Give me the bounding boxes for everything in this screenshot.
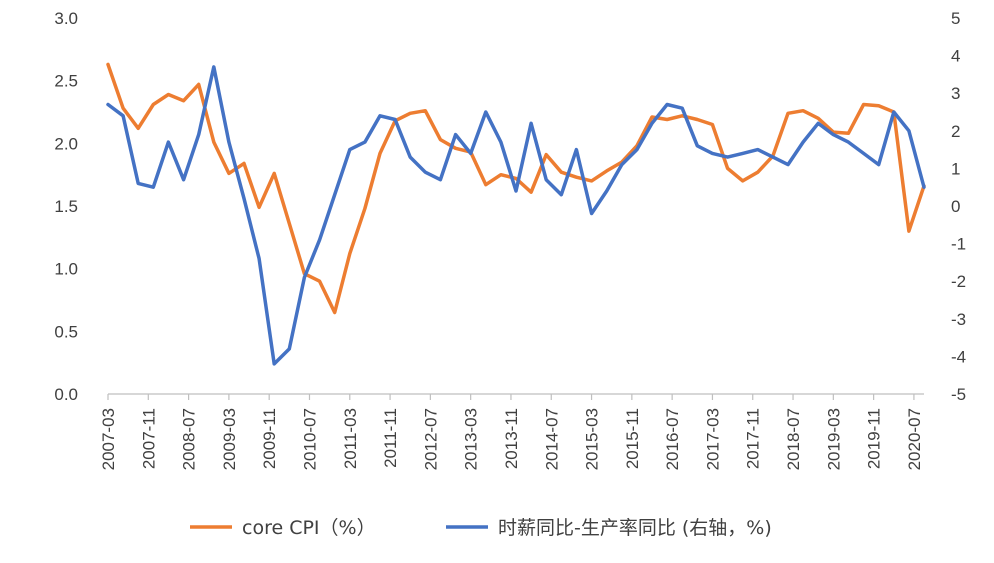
x-tick-label: 2014-07 — [542, 408, 561, 470]
right-y-tick-label: -2 — [951, 272, 966, 291]
x-tick-label: 2007-03 — [99, 408, 118, 470]
series-line-core-cpi — [106, 62, 926, 315]
x-tick-label: 2016-07 — [663, 408, 682, 470]
x-tick-label: 2013-03 — [462, 408, 481, 470]
x-tick-label: 2015-03 — [583, 408, 602, 470]
x-tick-label: 2017-03 — [703, 408, 722, 470]
x-tick-label: 2008-07 — [180, 408, 199, 470]
left-y-tick-label: 0.5 — [54, 322, 78, 341]
x-tick-label: 2013-11 — [502, 408, 521, 469]
x-tick-label: 2017-11 — [744, 408, 763, 469]
x-tick-label: 2007-11 — [139, 408, 158, 469]
right-y-tick-label: 2 — [951, 122, 960, 141]
right-y-tick-label: -5 — [951, 385, 966, 404]
x-tick-label: 2019-03 — [824, 408, 843, 470]
x-tick-label: 2011-03 — [341, 408, 360, 469]
right-y-tick-label: 1 — [951, 159, 960, 178]
right-y-tick-label: -3 — [951, 310, 966, 329]
left-y-tick-label: 3.0 — [54, 9, 78, 28]
x-tick-label: 2019-11 — [865, 408, 884, 469]
legend-label-core-cpi: core CPI（%） — [242, 517, 376, 539]
series-lines — [106, 62, 926, 366]
left-y-tick-label: 1.0 — [54, 260, 78, 279]
right-y-tick-label: -4 — [951, 347, 966, 366]
right-y-axis-ticks: -5 -4 -3 -2 -1 0 1 2 3 4 5 — [951, 9, 966, 404]
series-line-wage-productivity — [106, 65, 926, 366]
left-y-tick-label: 2.0 — [54, 134, 78, 153]
x-tick-label: 2010-07 — [300, 408, 319, 470]
x-tick-label: 2009-03 — [220, 408, 239, 470]
x-tick-label: 2018-07 — [784, 408, 803, 470]
x-tick-label: 2009-11 — [260, 408, 279, 469]
x-tick-label: 2020-07 — [905, 408, 924, 470]
right-y-tick-label: 5 — [951, 9, 960, 28]
right-y-tick-label: 0 — [951, 197, 960, 216]
right-y-tick-label: 4 — [951, 47, 960, 66]
left-y-tick-label: 0.0 — [54, 385, 78, 404]
left-y-tick-label: 1.5 — [54, 197, 78, 216]
legend-label-wage-productivity: 时薪同比-生产率同比 (右轴，%) — [498, 517, 772, 539]
x-axis-ticks: 2007-03 2007-11 2008-07 2009-03 2009-11 2010-… — [99, 394, 924, 470]
x-tick-label: 2012-07 — [421, 408, 440, 470]
left-y-tick-label: 2.5 — [54, 72, 78, 91]
x-tick-label: 2011-11 — [381, 408, 400, 468]
right-y-tick-label: 3 — [951, 84, 960, 103]
left-y-axis-ticks: 0.0 0.5 1.0 1.5 2.0 2.5 3.0 — [54, 9, 78, 404]
right-y-tick-label: -1 — [951, 235, 966, 254]
x-tick-label: 2015-11 — [623, 408, 642, 469]
legend: core CPI（%） 时薪同比-生产率同比 (右轴，%) — [190, 517, 772, 539]
